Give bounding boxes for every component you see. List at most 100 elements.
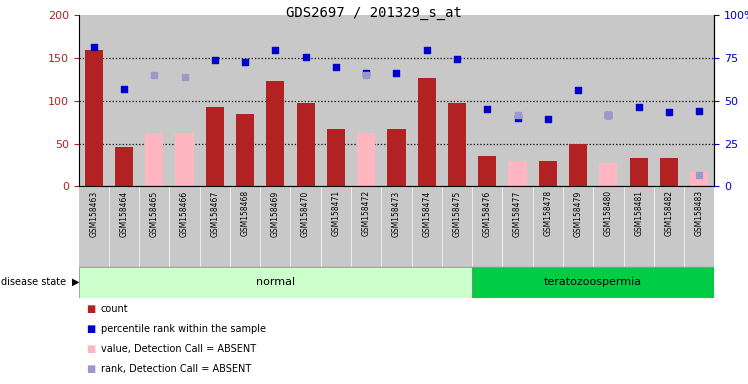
Text: ▶: ▶ bbox=[72, 277, 79, 287]
Text: normal: normal bbox=[256, 277, 295, 287]
Bar bbox=[503, 15, 533, 186]
Text: GSM158471: GSM158471 bbox=[331, 190, 340, 237]
Bar bbox=[684, 15, 714, 186]
Bar bbox=[327, 129, 345, 186]
Bar bbox=[624, 15, 654, 186]
Bar bbox=[230, 15, 260, 186]
Text: GSM158472: GSM158472 bbox=[362, 190, 371, 237]
Bar bbox=[533, 15, 563, 186]
Text: GSM158470: GSM158470 bbox=[301, 190, 310, 237]
Text: GSM158478: GSM158478 bbox=[543, 190, 552, 237]
Point bbox=[88, 44, 99, 50]
Point bbox=[420, 46, 432, 53]
Point bbox=[209, 57, 221, 63]
Bar bbox=[290, 15, 321, 186]
Bar bbox=[236, 114, 254, 186]
Text: ■: ■ bbox=[86, 344, 95, 354]
Text: GSM158463: GSM158463 bbox=[89, 190, 98, 237]
Point bbox=[361, 70, 373, 76]
Bar bbox=[448, 133, 466, 186]
Point bbox=[512, 115, 524, 121]
Text: GSM158467: GSM158467 bbox=[210, 190, 219, 237]
Bar bbox=[472, 267, 714, 298]
Bar bbox=[176, 133, 194, 186]
Point bbox=[118, 86, 130, 92]
Point bbox=[663, 109, 675, 115]
Point bbox=[572, 87, 584, 93]
Text: GSM158474: GSM158474 bbox=[422, 190, 431, 237]
Bar bbox=[478, 156, 497, 186]
Text: disease state: disease state bbox=[1, 277, 67, 287]
Text: percentile rank within the sample: percentile rank within the sample bbox=[101, 324, 266, 334]
Text: GSM158464: GSM158464 bbox=[120, 190, 129, 237]
Bar bbox=[139, 15, 169, 186]
Point bbox=[239, 59, 251, 65]
Bar bbox=[539, 161, 557, 186]
Text: GSM158469: GSM158469 bbox=[271, 190, 280, 237]
Bar bbox=[630, 158, 648, 186]
Text: GSM158483: GSM158483 bbox=[695, 190, 704, 237]
Bar bbox=[145, 133, 163, 186]
Text: count: count bbox=[101, 304, 129, 314]
Point bbox=[512, 112, 524, 118]
Bar bbox=[442, 15, 472, 186]
Point bbox=[269, 46, 281, 53]
Text: GSM158476: GSM158476 bbox=[482, 190, 491, 237]
Point bbox=[330, 64, 342, 70]
Bar bbox=[206, 107, 224, 186]
Bar bbox=[381, 15, 411, 186]
Bar bbox=[660, 158, 678, 186]
Point bbox=[481, 106, 493, 113]
Point bbox=[451, 56, 463, 62]
Point bbox=[179, 74, 191, 80]
Bar bbox=[599, 163, 617, 186]
Bar bbox=[79, 267, 472, 298]
Point bbox=[542, 116, 554, 122]
Point bbox=[602, 112, 614, 118]
Bar bbox=[169, 15, 200, 186]
Text: GSM158481: GSM158481 bbox=[634, 190, 643, 236]
Text: GSM158482: GSM158482 bbox=[664, 190, 673, 236]
Bar bbox=[200, 15, 230, 186]
Bar bbox=[357, 133, 375, 186]
Bar bbox=[351, 15, 381, 186]
Bar bbox=[654, 15, 684, 186]
Bar bbox=[593, 15, 624, 186]
Bar bbox=[108, 15, 139, 186]
Bar bbox=[563, 15, 593, 186]
Bar bbox=[569, 144, 587, 186]
Text: value, Detection Call = ABSENT: value, Detection Call = ABSENT bbox=[101, 344, 256, 354]
Point bbox=[602, 112, 614, 118]
Bar bbox=[296, 103, 315, 186]
Bar bbox=[321, 15, 351, 186]
Point bbox=[148, 72, 160, 78]
Text: ■: ■ bbox=[86, 364, 95, 374]
Point bbox=[390, 70, 402, 76]
Bar bbox=[411, 15, 442, 186]
Point bbox=[693, 172, 705, 178]
Point bbox=[361, 72, 373, 78]
Bar bbox=[85, 50, 102, 186]
Bar bbox=[266, 81, 284, 186]
Bar bbox=[387, 129, 405, 186]
Bar bbox=[115, 147, 133, 186]
Bar bbox=[417, 78, 436, 186]
Point bbox=[633, 104, 645, 110]
Text: GSM158465: GSM158465 bbox=[150, 190, 159, 237]
Text: GDS2697 / 201329_s_at: GDS2697 / 201329_s_at bbox=[286, 6, 462, 20]
Text: teratozoospermia: teratozoospermia bbox=[545, 277, 643, 287]
Text: GSM158466: GSM158466 bbox=[180, 190, 189, 237]
Bar bbox=[327, 133, 345, 186]
Bar bbox=[690, 172, 708, 186]
Text: GSM158473: GSM158473 bbox=[392, 190, 401, 237]
Text: GSM158475: GSM158475 bbox=[453, 190, 462, 237]
Point bbox=[693, 108, 705, 114]
Text: ■: ■ bbox=[86, 324, 95, 334]
Bar bbox=[79, 15, 108, 186]
Bar bbox=[448, 103, 466, 186]
Bar bbox=[509, 161, 527, 186]
Bar bbox=[472, 15, 503, 186]
Text: GSM158477: GSM158477 bbox=[513, 190, 522, 237]
Text: GSM158468: GSM158468 bbox=[241, 190, 250, 237]
Point bbox=[300, 54, 312, 60]
